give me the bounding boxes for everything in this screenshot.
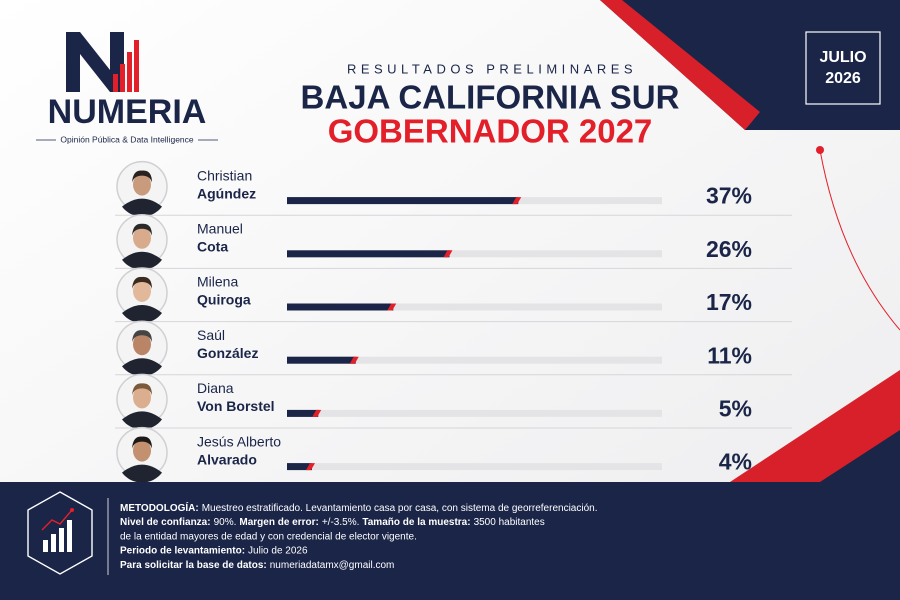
photo — [116, 320, 168, 377]
footer-value: Muestreo estratificado. Levantamiento ca… — [202, 503, 598, 514]
candidate-last-name: González — [197, 345, 258, 361]
footer-value: de la entidad mayores de edad y con cred… — [120, 531, 417, 542]
date-box — [805, 31, 881, 105]
candidate-first-name: Manuel — [197, 221, 243, 237]
bar-accent — [349, 356, 359, 364]
candidate-last-name: Cota — [197, 239, 228, 255]
photo — [116, 426, 168, 483]
logo-name: NUMERIA — [48, 93, 207, 131]
footer-line: METODOLOGÍA: Muestreo estratificado. Leva… — [120, 501, 597, 514]
value-label: 37% — [706, 183, 752, 209]
footer-value: +/-3.5%. — [322, 517, 360, 528]
photo-body — [122, 198, 162, 217]
bar — [287, 356, 356, 364]
bar — [287, 303, 394, 311]
footer-value: 3500 habitantes — [474, 517, 545, 528]
bar-track — [287, 409, 662, 417]
footer-line: Para solicitar la base de datos: numeriad… — [120, 559, 394, 570]
corner-navy — [820, 430, 900, 482]
photo — [116, 160, 168, 217]
footer — [0, 482, 900, 600]
photo-hair — [132, 223, 152, 236]
photo-body — [122, 251, 162, 270]
chart-title: BAJA CALIFORNIA SUR — [301, 79, 680, 116]
footer-line: de la entidad mayores de edad y con cred… — [120, 531, 417, 542]
footer-label: METODOLOGÍA: — [120, 501, 199, 514]
bar-accent — [312, 409, 322, 417]
footer-line: Periodo de levantamiento: Julio de 2026 — [120, 545, 308, 556]
photo-hair — [132, 383, 152, 396]
candidate-first-name: Milena — [197, 274, 238, 290]
candidate-first-name: Saúl — [197, 327, 225, 343]
photo-body — [122, 464, 162, 483]
footer-icon — [27, 491, 93, 575]
bar — [287, 463, 312, 471]
photo-face — [133, 226, 151, 249]
photo-hair — [132, 170, 152, 183]
date-month: JULIO — [819, 49, 866, 66]
bar-accent — [387, 303, 397, 311]
footer-line: Nivel de confianza: 90%. Margen de error: +… — [120, 517, 545, 528]
corner-stripe — [600, 0, 760, 130]
footer-label: Margen de error: — [239, 517, 318, 528]
photo-body — [122, 411, 162, 430]
candidate-last-name: Agúndez — [197, 185, 256, 201]
rows: Christian Agúndez 37% Manuel Cota 26% Milena Qu… — [115, 160, 792, 483]
photo — [116, 267, 168, 323]
bar — [287, 409, 319, 417]
photo-face — [133, 439, 151, 462]
logo: NUMERIA Opinión Pública & Data Intellige… — [36, 32, 218, 144]
decor-curve — [819, 149, 900, 331]
bar-accent — [306, 463, 315, 471]
bar-track — [287, 356, 662, 364]
value-label: 26% — [706, 236, 752, 262]
photo-face — [133, 173, 151, 196]
footer-value: numeriadatamx@gmail.com — [270, 559, 395, 570]
decor-dot — [816, 146, 824, 154]
bar-accent — [443, 250, 453, 258]
corner-red — [730, 370, 900, 482]
photo-hair — [132, 436, 152, 449]
value-label: 5% — [719, 395, 752, 421]
photo-hair — [132, 276, 152, 289]
candidate-first-name: Jesús Alberto — [197, 433, 281, 449]
bar — [287, 197, 519, 205]
bar-accent — [512, 197, 522, 205]
footer-label: Tamaño de la muestra: — [362, 517, 470, 528]
bar — [287, 250, 450, 258]
photo — [116, 214, 168, 270]
value-label: 17% — [706, 289, 752, 315]
photo-face — [133, 280, 151, 302]
footer-text: METODOLOGÍA: Muestreo estratificado. Leva… — [120, 501, 597, 571]
bar-track — [287, 250, 662, 258]
footer-value: Julio de 2026 — [248, 545, 308, 556]
candidate-last-name: Alvarado — [197, 451, 257, 467]
candidate-first-name: Diana — [197, 380, 234, 396]
value-label: 4% — [719, 449, 752, 475]
candidate-first-name: Christian — [197, 167, 252, 183]
value-label: 11% — [707, 342, 752, 368]
candidate-last-name: Von Borstel — [197, 398, 275, 414]
bar-track — [287, 463, 662, 471]
photo-hair — [132, 330, 152, 343]
date-year: 2026 — [825, 70, 861, 87]
chart-title-2: GOBERNADOR 2027 — [328, 113, 653, 150]
subtitle: RESULTADOS PRELIMINARES — [347, 61, 637, 76]
photo-face — [133, 333, 151, 356]
footer-label: Periodo de levantamiento: — [120, 545, 245, 556]
photo-face — [133, 386, 151, 409]
footer-value: 90%. — [214, 517, 237, 528]
bar-track — [287, 303, 662, 311]
footer-label: Nivel de confianza: — [120, 517, 211, 528]
logo-tagline: Opinión Pública & Data Intelligence — [60, 134, 194, 144]
photo-body — [122, 358, 162, 377]
footer-label: Para solicitar la base de datos: — [120, 559, 267, 570]
photo-body — [122, 305, 162, 323]
candidate-last-name: Quiroga — [197, 292, 251, 308]
photo — [116, 373, 168, 430]
